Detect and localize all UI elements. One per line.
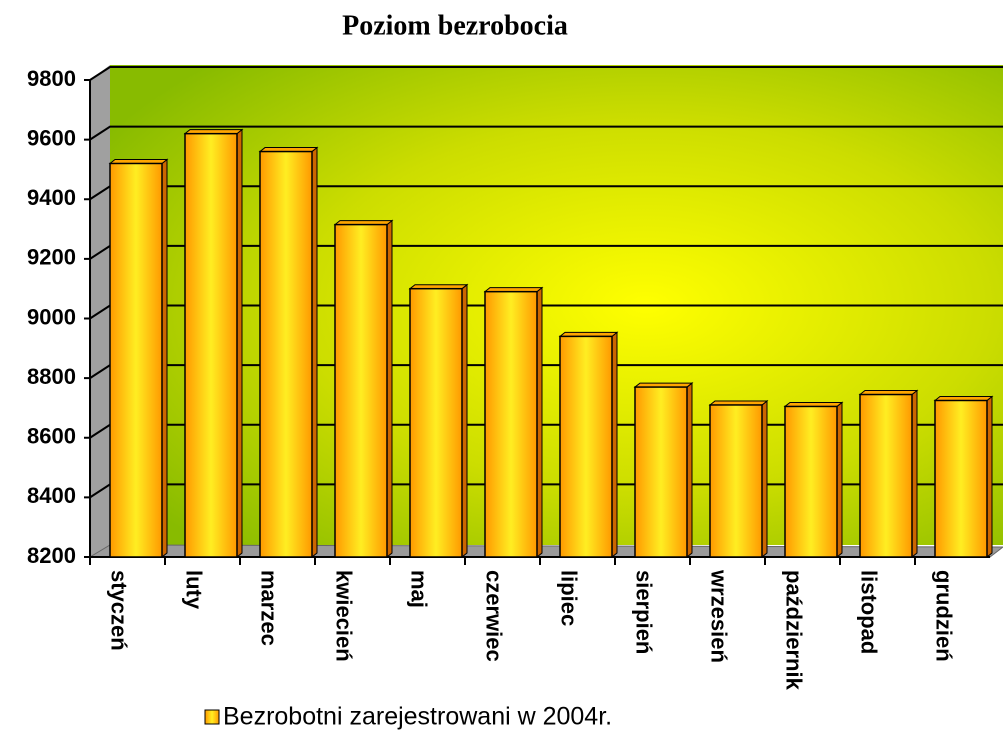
- bar-front: [184, 132, 238, 558]
- x-tick-label: marzec: [257, 570, 282, 646]
- bar: [858, 389, 919, 559]
- x-tick-label: styczeń: [107, 570, 132, 651]
- legend-label: Bezrobotni zarejestrowani w 2004r.: [223, 703, 612, 731]
- bar-front: [484, 290, 538, 558]
- x-tick-label: wrzesień: [707, 569, 732, 663]
- y-tick-label: 9400: [27, 185, 76, 210]
- y-tick-label: 8400: [27, 483, 76, 508]
- y-tick-label: 9800: [27, 66, 76, 91]
- bar: [783, 401, 844, 559]
- y-tick-label: 8600: [27, 424, 76, 449]
- x-tick-label: sierpień: [632, 570, 657, 654]
- bar: [633, 382, 694, 559]
- bar: [258, 146, 319, 559]
- bar: [408, 283, 469, 559]
- bar: [558, 331, 619, 559]
- bar-front: [784, 405, 838, 558]
- bar: [933, 395, 994, 559]
- bar: [483, 286, 544, 559]
- bar-front: [709, 404, 763, 558]
- x-tick-label: luty: [182, 570, 207, 610]
- legend-swatch: [204, 709, 220, 725]
- bar-front: [409, 287, 463, 558]
- y-tick-label: 9600: [27, 125, 76, 150]
- bar-front: [259, 150, 313, 558]
- x-tick-label: październik: [782, 570, 807, 691]
- bar-front: [634, 386, 688, 558]
- y-tick-label: 8800: [27, 364, 76, 389]
- x-tick-label: lipiec: [557, 570, 582, 626]
- bar-front: [109, 162, 163, 558]
- y-tick-label: 8200: [27, 543, 76, 568]
- grid-line: [89, 125, 1003, 141]
- bar: [108, 158, 169, 559]
- bar-front: [559, 335, 613, 558]
- bar-front: [334, 223, 388, 558]
- bar: [183, 128, 244, 559]
- y-tick-label: 9200: [27, 245, 76, 270]
- x-tick-label: maj: [407, 570, 432, 608]
- grid-line: [89, 66, 1003, 81]
- x-tick-label: czerwiec: [482, 570, 507, 662]
- x-tick-label: grudzień: [932, 570, 957, 662]
- bar-front: [934, 399, 988, 558]
- x-tick-label: kwiecień: [332, 570, 357, 662]
- x-tick-label: listopad: [857, 570, 882, 654]
- bar-front: [859, 393, 913, 558]
- bar: [333, 219, 394, 559]
- chart-title: Poziom bezrobocia: [342, 10, 568, 41]
- y-tick-label: 9000: [27, 304, 76, 329]
- bar: [708, 399, 769, 559]
